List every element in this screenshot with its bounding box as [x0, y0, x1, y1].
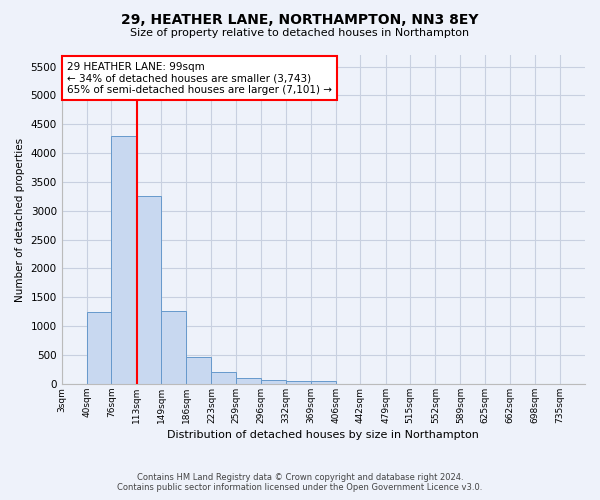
Bar	[211, 372, 236, 384]
Bar	[261, 380, 286, 384]
Y-axis label: Number of detached properties: Number of detached properties	[15, 138, 25, 302]
Text: Contains HM Land Registry data © Crown copyright and database right 2024.
Contai: Contains HM Land Registry data © Crown c…	[118, 473, 482, 492]
Bar	[87, 312, 112, 384]
Text: Size of property relative to detached houses in Northampton: Size of property relative to detached ho…	[130, 28, 470, 38]
Text: 29, HEATHER LANE, NORTHAMPTON, NN3 8EY: 29, HEATHER LANE, NORTHAMPTON, NN3 8EY	[121, 12, 479, 26]
Bar	[286, 381, 311, 384]
Text: 29 HEATHER LANE: 99sqm
← 34% of detached houses are smaller (3,743)
65% of semi-: 29 HEATHER LANE: 99sqm ← 34% of detached…	[67, 62, 332, 95]
X-axis label: Distribution of detached houses by size in Northampton: Distribution of detached houses by size …	[167, 430, 479, 440]
Bar	[112, 136, 137, 384]
Bar	[137, 196, 161, 384]
Bar	[236, 378, 261, 384]
Bar	[311, 381, 336, 384]
Bar	[186, 358, 211, 384]
Bar	[161, 310, 186, 384]
